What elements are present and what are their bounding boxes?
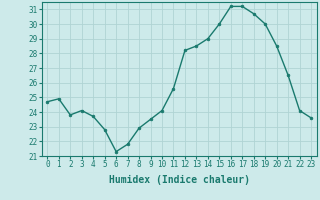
X-axis label: Humidex (Indice chaleur): Humidex (Indice chaleur) bbox=[109, 175, 250, 185]
